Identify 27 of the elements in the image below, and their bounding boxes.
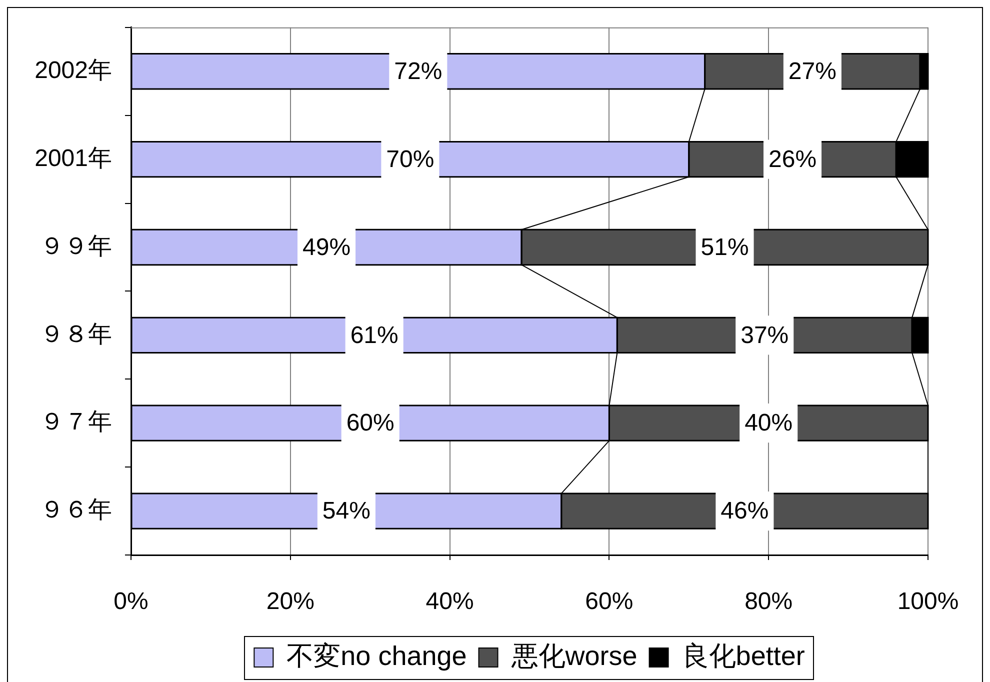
y-tick-label: ９７年 xyxy=(40,408,112,436)
y-tick-label: 2001年 xyxy=(34,144,112,172)
y-tick-label: ９９年 xyxy=(40,232,112,260)
y-tick-label: ９６年 xyxy=(40,496,112,524)
x-tick-label: 40% xyxy=(426,588,474,616)
data-label: 26% xyxy=(768,146,817,173)
data-label: 72% xyxy=(394,58,442,85)
data-label: 49% xyxy=(302,234,351,261)
legend-label: 不変no change xyxy=(286,640,467,671)
y-tick-label: 2002年 xyxy=(34,56,112,84)
data-label: 46% xyxy=(720,498,769,525)
x-tick-label: 0% xyxy=(114,588,148,616)
data-label: 70% xyxy=(386,146,434,173)
x-tick-label: 20% xyxy=(266,588,314,616)
data-label: 51% xyxy=(700,234,749,261)
data-label: 37% xyxy=(740,322,789,349)
legend-label: 悪化worse xyxy=(510,640,638,671)
x-tick-label: 60% xyxy=(585,588,634,616)
data-label: 61% xyxy=(350,322,398,349)
data-label: 27% xyxy=(788,58,836,85)
data-label: 40% xyxy=(744,410,793,437)
legend-label: 良化better xyxy=(682,640,805,671)
y-tick-label: ９８年 xyxy=(40,320,112,348)
x-tick-label: 80% xyxy=(744,588,793,616)
data-label: 54% xyxy=(322,498,370,525)
x-tick-label: 100% xyxy=(897,588,959,616)
data-label: 60% xyxy=(346,410,394,437)
